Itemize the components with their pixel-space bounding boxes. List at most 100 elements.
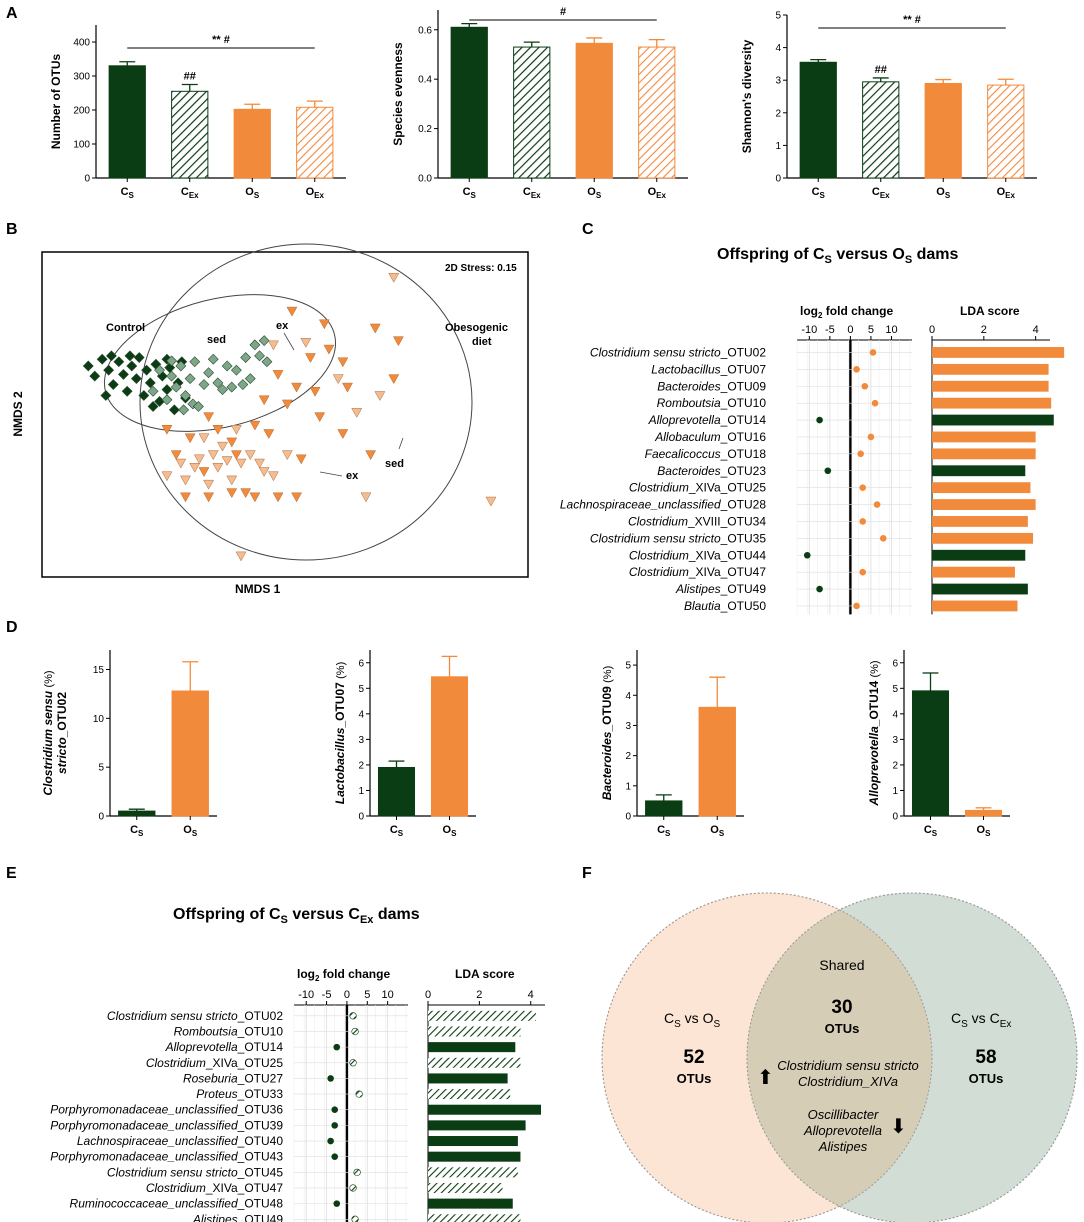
bar-chart-shannon: 0 1 2 3 4 5 CS CEx ## OS OEx ** #: [775, 11, 1037, 200]
bar-evenness-CEx: [513, 46, 551, 179]
panel-c-fold-change-header: log2 fold change: [800, 304, 893, 320]
point-obesogenic-ex: [212, 463, 224, 473]
lda-bar: [932, 347, 1065, 358]
fold-change-dot: [327, 1137, 334, 1145]
y-tick-label-otu09: 2: [625, 751, 631, 762]
venn-down-genus-2: Alloprevotella: [803, 1123, 882, 1138]
x-tick-label-otu14: OS: [977, 824, 992, 838]
lda-bar: [932, 566, 1015, 578]
panel-c-lefse-cs-vs-os: Offspring of CS versus OS dams log2 fold…: [560, 246, 1065, 615]
point-obesogenic-ex: [388, 273, 400, 283]
y-tick-label-otu14: 0: [892, 812, 898, 823]
y-axis-label-otu09: Bacteroides_OTU09 (%): [600, 666, 614, 801]
otu-label: Alistipes_OTU49: [192, 1212, 283, 1222]
lda-bar: [428, 1120, 526, 1131]
point-obesogenic-sed: [230, 450, 242, 461]
panel-label-c: C: [582, 221, 594, 238]
fold-change-dot: [333, 1043, 341, 1051]
otu-label: Clostridium_XIVa_OTU25: [629, 481, 766, 495]
y-axis-label-otu02: Clostridium sensu (%): [41, 670, 55, 795]
point-control-sed: [147, 401, 159, 412]
lda-bar: [932, 549, 1026, 561]
bar-evenness-OS: [575, 42, 613, 179]
fold-change-dot: [355, 1090, 363, 1098]
y-tick-label-otu14: 5: [892, 684, 898, 695]
y-tick-label-otu07: 0: [358, 812, 364, 823]
fold-change-dot: [873, 501, 881, 508]
fold-change-dot: [857, 450, 864, 458]
point-control-sed: [100, 390, 112, 401]
point-obesogenic-sed: [198, 467, 210, 477]
fc-tick-label-lefseE: 0: [344, 989, 350, 1001]
bar-otu09-OS: [698, 706, 736, 817]
point-obesogenic-ex: [193, 454, 205, 465]
fold-change-dot: [331, 1106, 339, 1114]
bar-chart-otu02: 0 5 10 15 CS OS: [93, 650, 217, 838]
fc-tick-label-lefseE: -10: [298, 989, 314, 1001]
y-tick-label-otu09: 5: [625, 661, 631, 672]
point-control-ex: [212, 377, 224, 389]
bar-otus-CS: [108, 65, 146, 179]
y-tick-label-otu02: 0: [98, 812, 104, 823]
y-tick-label-evenness: 0.0: [418, 174, 432, 185]
bar-chart-otu07: 0 1 2 3 4 5 6 CS OS: [358, 650, 476, 838]
y-tick-label-evenness: 0.6: [418, 25, 432, 36]
venn-left-count: 52: [683, 1047, 704, 1068]
lda-bar: [932, 465, 1026, 477]
point-obesogenic-sed: [184, 433, 196, 444]
lda-bar: [428, 1214, 521, 1222]
venn-overlap: [747, 893, 932, 1222]
lda-bar: [428, 1151, 521, 1162]
point-obesogenic-sed: [258, 395, 270, 406]
venn-shared-label: Shared: [819, 957, 864, 973]
lda-bar: [428, 1136, 518, 1147]
sig-top-shannon: ** #: [903, 14, 921, 26]
point-obesogenic-sed: [263, 429, 275, 440]
y-tick-label-otu02: 10: [93, 714, 105, 725]
otu-label: Faecalicoccus_OTU18: [645, 447, 767, 461]
point-control-ex: [261, 356, 273, 368]
lda-bar: [428, 1089, 511, 1100]
otu-label: Allobaculum_OTU16: [654, 430, 766, 444]
otu-label: Porphyromonadaceae_unclassified_OTU36: [50, 1103, 283, 1117]
panel-b-nmds-plot: 2D Stress: 0.15 NMDS 1 NMDS 2 Control se…: [11, 243, 529, 596]
point-obesogenic-ex: [180, 475, 191, 486]
lda-bar: [932, 414, 1054, 426]
point-control-ex: [198, 379, 210, 390]
obesogenic-ellipse: [139, 243, 473, 561]
bar-otu14-OS: [964, 809, 1003, 817]
point-obesogenic-ex: [351, 408, 363, 418]
nmds-stress-label: 2D Stress: 0.15: [445, 263, 517, 274]
fold-change-dot: [327, 1075, 334, 1082]
lda-tick-label-lefseC: 4: [1033, 324, 1039, 336]
point-obesogenic-sed: [337, 429, 349, 440]
lda-bar: [428, 1057, 521, 1068]
point-obesogenic-sed: [203, 412, 215, 423]
point-control-sed: [107, 379, 119, 390]
bar-otus-CEx: [171, 90, 209, 179]
point-obesogenic-sed: [309, 387, 321, 397]
fc-tick-label-lefseC: -10: [801, 324, 817, 336]
y-tick-label-otus: 200: [73, 106, 90, 117]
control-group-label: Control: [106, 322, 145, 334]
lda-bar: [932, 482, 1031, 494]
point-obesogenic-sed: [272, 492, 284, 503]
fold-change-dot: [869, 349, 877, 356]
lda-bar: [932, 499, 1036, 510]
point-control-sed: [96, 353, 108, 365]
point-obesogenic-ex: [217, 441, 228, 452]
point-obesogenic-sed: [337, 357, 349, 368]
bar-otu02-CS: [118, 810, 156, 817]
x-tick-label-shannon: OEx: [997, 186, 1016, 200]
point-control-ex: [203, 367, 215, 379]
point-obesogenic-sed: [365, 450, 377, 461]
bar-evenness-CS: [450, 26, 488, 179]
point-obesogenic-sed: [212, 425, 224, 435]
panel-e-title: Offspring of CS versus CEx dams: [173, 906, 420, 926]
y-tick-label-otu14: 4: [892, 709, 898, 720]
point-control-ex: [184, 373, 196, 385]
bar-otu09-CS: [645, 800, 683, 817]
lda-bar: [428, 1167, 518, 1178]
up-arrow-icon: ⬆: [757, 1067, 774, 1089]
point-control-ex: [178, 404, 190, 416]
